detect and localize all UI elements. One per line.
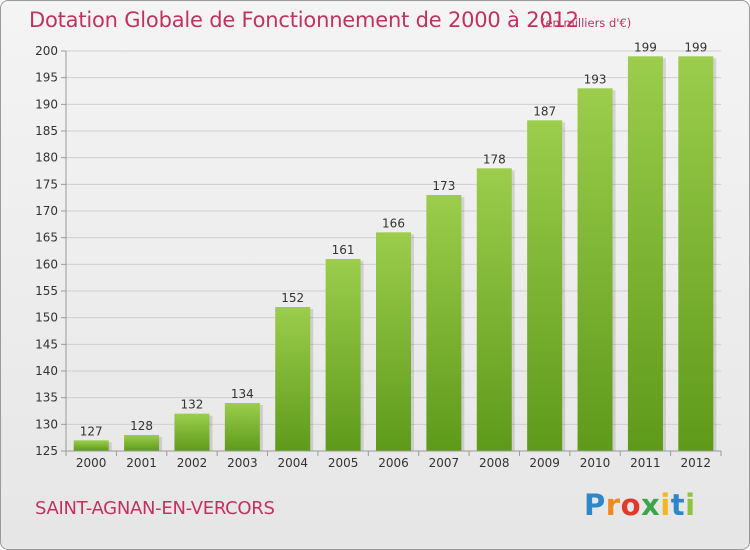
y-tick-label: 125 xyxy=(35,444,58,458)
x-tick-label: 2002 xyxy=(177,456,208,470)
bar-value-label: 127 xyxy=(80,424,103,438)
y-tick-label: 150 xyxy=(35,311,58,325)
bar-value-label: 178 xyxy=(483,152,506,166)
x-tick-label: 2006 xyxy=(378,456,409,470)
logo-letter: x xyxy=(641,488,661,522)
bar xyxy=(678,56,714,451)
bar-value-label: 193 xyxy=(584,72,607,86)
y-tick-label: 160 xyxy=(35,257,58,271)
bar-value-label: 199 xyxy=(684,40,707,54)
bar xyxy=(577,88,613,451)
bar-value-label: 152 xyxy=(281,291,304,305)
bar xyxy=(426,195,462,451)
bar xyxy=(73,440,109,451)
bar-value-label: 132 xyxy=(181,398,204,412)
commune-name: SAINT-AGNAN-EN-VERCORS xyxy=(35,498,275,519)
logo-letter: i xyxy=(660,488,671,522)
x-tick-label: 2001 xyxy=(126,456,157,470)
x-tick-label: 2012 xyxy=(681,456,712,470)
axes xyxy=(61,50,722,456)
chart-title: Dotation Globale de Fonctionnement de 20… xyxy=(29,8,579,32)
x-tick-label: 2004 xyxy=(277,456,308,470)
chart-subtitle: (en milliers d'€) xyxy=(541,16,632,30)
logo-letter: P xyxy=(584,488,606,522)
y-tick-label: 130 xyxy=(35,417,58,431)
bar-value-label: 134 xyxy=(231,387,254,401)
logo-letter: r xyxy=(605,488,621,522)
y-tick-label: 180 xyxy=(35,151,58,165)
logo-letter: t xyxy=(670,488,686,522)
labels: 125 130 135 140 145 150 155 160 165 170 175 180 185 1… xyxy=(35,40,711,470)
y-tick-label: 200 xyxy=(35,44,58,58)
logo-letter: i xyxy=(685,488,696,522)
y-tick-label: 155 xyxy=(35,284,58,298)
y-tick-label: 185 xyxy=(35,124,58,138)
y-tick-label: 190 xyxy=(35,97,58,111)
bar-value-label: 166 xyxy=(382,216,405,230)
y-tick-label: 195 xyxy=(35,71,58,85)
bar xyxy=(124,435,160,451)
bar xyxy=(476,168,512,452)
x-tick-label: 2003 xyxy=(227,456,258,470)
bars xyxy=(73,56,717,452)
bar xyxy=(325,259,361,451)
y-tick-label: 145 xyxy=(35,337,58,351)
y-tick-label: 140 xyxy=(35,364,58,378)
y-tick-label: 135 xyxy=(35,391,58,405)
logo-letter: o xyxy=(620,488,642,522)
y-tick-label: 165 xyxy=(35,231,58,245)
bar xyxy=(224,403,260,451)
bar xyxy=(627,56,663,451)
x-tick-label: 2010 xyxy=(580,456,611,470)
y-tick-label: 175 xyxy=(35,177,58,191)
bar xyxy=(527,120,563,451)
bar-value-label: 173 xyxy=(432,179,455,193)
bar-value-label: 187 xyxy=(533,104,556,118)
bar-value-label: 128 xyxy=(130,419,153,433)
x-tick-label: 2011 xyxy=(630,456,661,470)
bar-value-label: 161 xyxy=(332,243,355,257)
x-tick-label: 2008 xyxy=(479,456,510,470)
x-tick-label: 2005 xyxy=(328,456,359,470)
x-tick-label: 2000 xyxy=(76,456,107,470)
y-tick-label: 170 xyxy=(35,204,58,218)
x-tick-label: 2009 xyxy=(529,456,560,470)
bar-value-label: 199 xyxy=(634,40,657,54)
bar xyxy=(376,232,411,451)
bar xyxy=(275,307,311,451)
bar xyxy=(174,413,210,451)
x-tick-label: 2007 xyxy=(429,456,460,470)
